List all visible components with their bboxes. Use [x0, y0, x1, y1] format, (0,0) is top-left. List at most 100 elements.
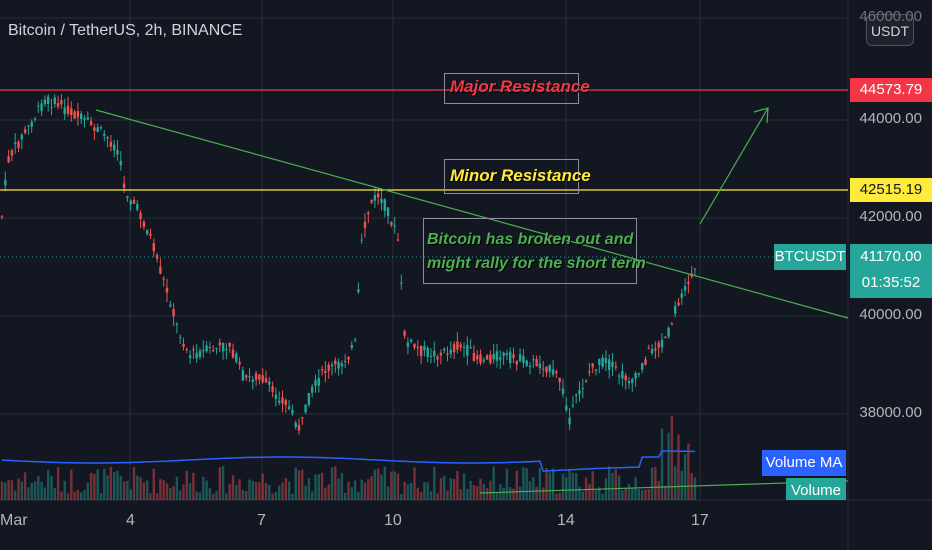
volume-bar	[33, 481, 37, 500]
volume-bar	[406, 484, 410, 500]
volume-bar	[231, 474, 235, 500]
candle-body	[192, 349, 195, 351]
volume-bar	[20, 481, 23, 500]
volume-bar	[103, 468, 106, 500]
candle-body	[261, 375, 264, 382]
volume-bar	[410, 482, 413, 500]
candle-body	[23, 129, 27, 133]
volume-bar	[621, 490, 624, 500]
volume-bar	[436, 493, 439, 500]
volume-bar	[561, 473, 565, 500]
candle-body	[221, 342, 225, 352]
x-tick-4: 4	[126, 512, 135, 529]
volume-bar	[518, 486, 522, 500]
candle-body	[50, 107, 53, 109]
volume-bar	[30, 482, 33, 500]
volume-bar	[264, 482, 268, 500]
candle-body	[17, 141, 20, 148]
volume-bar	[551, 468, 555, 500]
candle-body	[271, 386, 274, 392]
candle-body	[594, 369, 598, 371]
candle-body	[466, 344, 469, 356]
candle-body	[47, 96, 50, 104]
volume-bar	[205, 480, 208, 500]
volume-bar	[624, 488, 627, 500]
candle-body	[142, 221, 146, 227]
candle-body	[581, 387, 584, 389]
volume-bar	[169, 488, 172, 500]
volume-bar	[525, 468, 528, 500]
candle-body	[202, 349, 205, 351]
volume-bar	[218, 467, 221, 500]
volume-bar	[136, 475, 139, 500]
candle-body	[462, 346, 466, 348]
volume-bar	[294, 467, 297, 500]
candle-body	[83, 118, 86, 120]
candle-body	[317, 377, 320, 386]
volume-bar	[650, 467, 654, 500]
volume-bar	[27, 487, 30, 500]
volume-bar	[251, 480, 254, 500]
candle-body	[360, 239, 363, 241]
bar-countdown: 01:35:52	[861, 274, 921, 291]
volume-bar	[17, 478, 20, 500]
candle-body	[377, 193, 380, 198]
candle-body	[485, 355, 489, 360]
volume-bar	[495, 492, 499, 500]
symbol-tag: BTCUSDT	[774, 244, 846, 270]
volume-bar	[89, 472, 93, 500]
candle-body	[522, 356, 525, 363]
candle-body	[637, 373, 641, 375]
volume-bar	[83, 490, 86, 500]
volume-bar	[327, 484, 330, 500]
candle-body	[152, 243, 155, 252]
candle-body	[423, 346, 426, 351]
candle-body	[495, 351, 499, 361]
candle-body	[604, 358, 608, 364]
candle-body	[674, 305, 677, 314]
volume-bar	[248, 479, 251, 500]
candle-body	[126, 196, 129, 199]
volume-bar	[373, 469, 377, 500]
candle-body	[27, 125, 30, 127]
candle-body	[617, 375, 621, 377]
volume-bar	[594, 489, 598, 500]
volume-bar	[261, 473, 264, 500]
candle-body	[476, 355, 479, 360]
symbol-title: Bitcoin / TetherUS, 2h, BINANCE	[8, 22, 243, 39]
candle-body	[60, 100, 63, 105]
candle-body	[472, 352, 476, 361]
candle-body	[436, 356, 439, 360]
minor-resistance-box[interactable]	[444, 159, 579, 194]
currency-button[interactable]: USDT	[866, 14, 914, 46]
candle-body	[410, 339, 413, 342]
candle-body	[683, 286, 687, 291]
descending-trendline[interactable]	[95, 109, 849, 319]
candle-body	[63, 107, 66, 115]
candle-body	[406, 342, 410, 347]
major-resistance-box[interactable]	[444, 73, 579, 104]
x-tick-14: 14	[557, 512, 575, 529]
volume-bar	[198, 492, 202, 500]
candle-body	[532, 359, 535, 361]
volume-bar	[254, 481, 258, 500]
volume-bar	[522, 467, 525, 500]
candle-body	[528, 365, 532, 367]
volume-bar	[159, 478, 162, 500]
candle-body	[89, 121, 93, 126]
volume-bar	[80, 492, 83, 500]
candle-body	[357, 289, 360, 293]
candle-body	[241, 370, 245, 381]
candle-body	[502, 352, 505, 357]
candle-body	[212, 350, 215, 352]
candle-body	[284, 400, 287, 406]
breakout-note-box[interactable]	[423, 218, 637, 284]
breakout-arrow[interactable]	[699, 107, 769, 225]
volume-bar	[60, 491, 63, 500]
candle-body	[499, 357, 502, 360]
candle-body	[278, 400, 281, 403]
minor-resistance-label: Minor Resistance	[450, 166, 591, 185]
volume-bar	[472, 485, 476, 500]
breakout-arrow-head	[753, 107, 769, 124]
